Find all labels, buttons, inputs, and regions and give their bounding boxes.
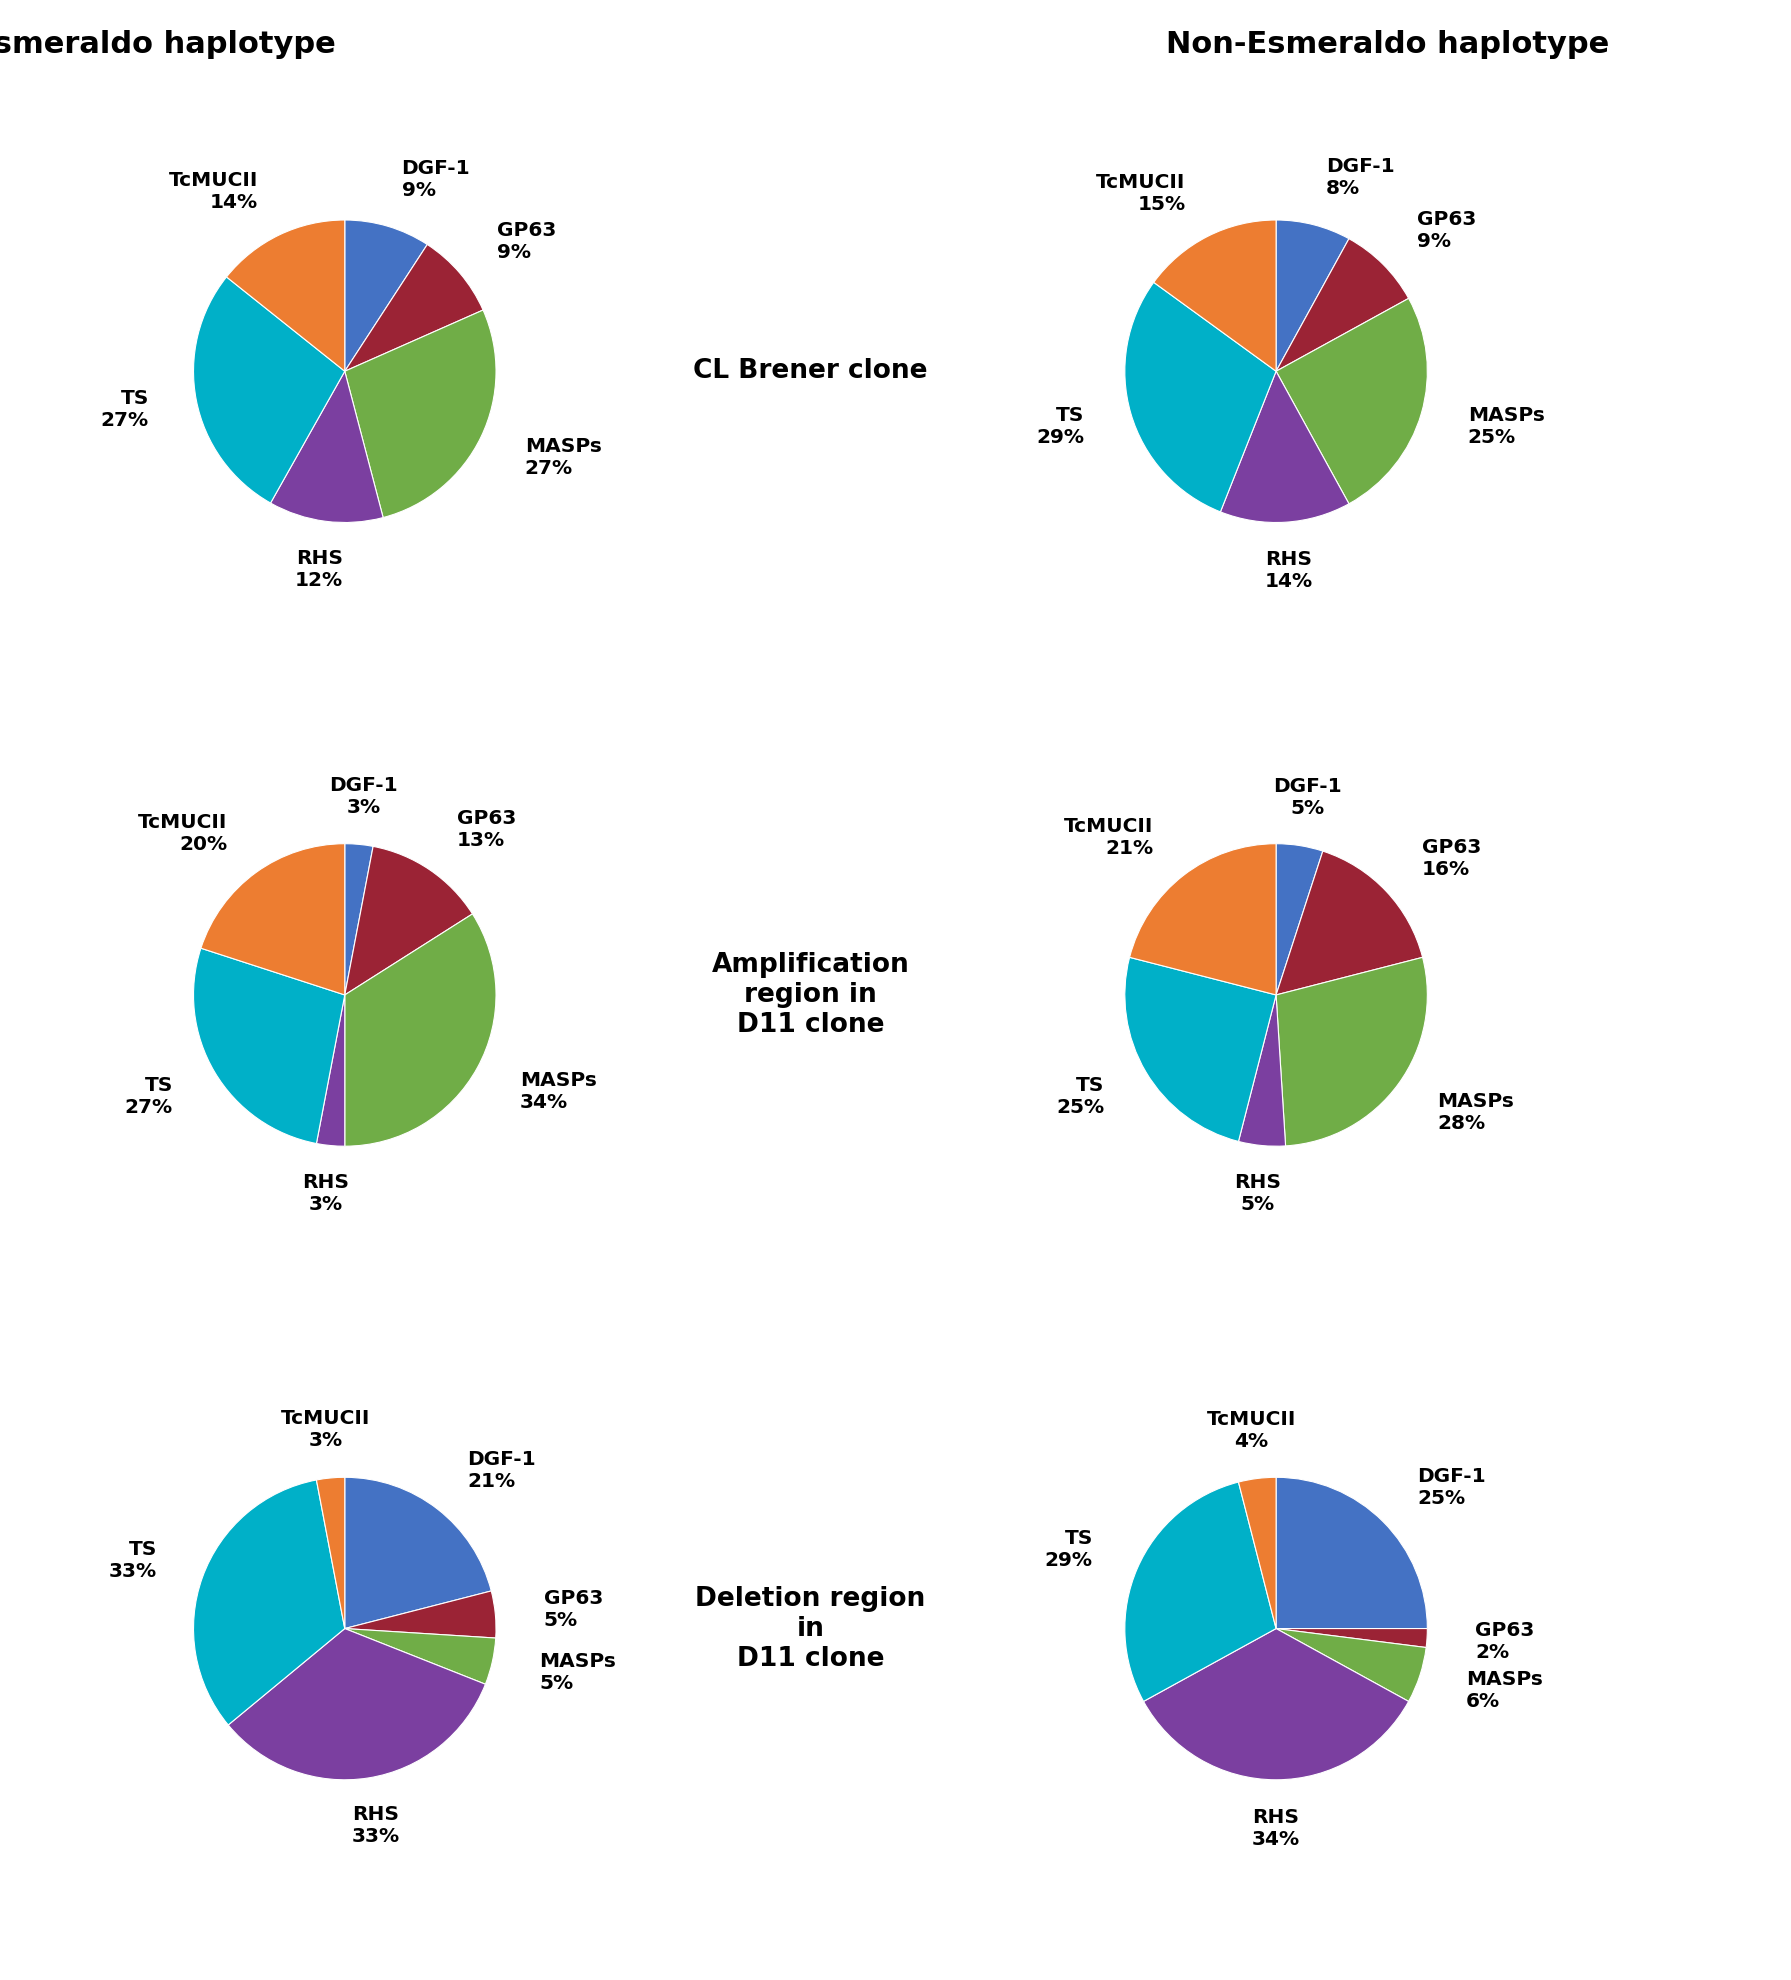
Wedge shape: [344, 244, 484, 372]
Text: Non-Esmeraldo haplotype: Non-Esmeraldo haplotype: [1166, 30, 1610, 59]
Wedge shape: [344, 915, 496, 1146]
Wedge shape: [344, 1477, 491, 1628]
Text: TS
29%: TS 29%: [1037, 406, 1084, 447]
Wedge shape: [1220, 372, 1349, 523]
Text: DGF-1
25%: DGF-1 25%: [1417, 1467, 1487, 1509]
Wedge shape: [1275, 958, 1427, 1146]
Wedge shape: [1125, 1483, 1275, 1701]
Wedge shape: [226, 220, 344, 372]
Wedge shape: [270, 372, 383, 523]
Text: TS
25%: TS 25%: [1057, 1075, 1105, 1117]
Text: TS
27%: TS 27%: [125, 1075, 174, 1117]
Text: GP63
9%: GP63 9%: [496, 222, 557, 261]
Text: TcMUCII
21%: TcMUCII 21%: [1064, 816, 1153, 857]
Text: DGF-1
8%: DGF-1 8%: [1325, 156, 1395, 198]
Text: Amplification
region in
D11 clone: Amplification region in D11 clone: [711, 952, 910, 1038]
Text: RHS
5%: RHS 5%: [1234, 1174, 1281, 1214]
Wedge shape: [1153, 220, 1277, 372]
Text: RHS
12%: RHS 12%: [296, 548, 344, 590]
Wedge shape: [1125, 283, 1275, 513]
Text: GP63
16%: GP63 16%: [1422, 838, 1481, 879]
Text: Deletion region
in
D11 clone: Deletion region in D11 clone: [695, 1586, 926, 1671]
Text: TS
29%: TS 29%: [1044, 1529, 1093, 1570]
Wedge shape: [317, 1477, 346, 1628]
Wedge shape: [344, 845, 473, 994]
Text: GP63
13%: GP63 13%: [457, 810, 516, 849]
Text: TS
27%: TS 27%: [100, 388, 149, 430]
Wedge shape: [1275, 220, 1349, 372]
Text: TcMUCII
3%: TcMUCII 3%: [281, 1410, 371, 1449]
Text: GP63
5%: GP63 5%: [543, 1590, 604, 1630]
Text: RHS
14%: RHS 14%: [1264, 550, 1313, 590]
Text: TcMUCII
20%: TcMUCII 20%: [138, 814, 227, 853]
Wedge shape: [1130, 843, 1275, 994]
Text: TS
33%: TS 33%: [109, 1540, 158, 1582]
Wedge shape: [1275, 299, 1427, 503]
Wedge shape: [1238, 994, 1286, 1146]
Wedge shape: [1275, 843, 1324, 994]
Text: MASPs
34%: MASPs 34%: [519, 1071, 596, 1111]
Text: CL Brener clone: CL Brener clone: [693, 358, 928, 384]
Wedge shape: [1275, 1628, 1426, 1701]
Wedge shape: [1125, 958, 1275, 1140]
Text: MASPs
28%: MASPs 28%: [1438, 1091, 1515, 1133]
Wedge shape: [193, 277, 344, 503]
Wedge shape: [344, 1628, 496, 1685]
Text: TcMUCII
14%: TcMUCII 14%: [168, 170, 258, 212]
Text: RHS
33%: RHS 33%: [353, 1806, 399, 1845]
Wedge shape: [1275, 1628, 1427, 1647]
Wedge shape: [344, 1592, 496, 1637]
Wedge shape: [344, 843, 373, 994]
Wedge shape: [1275, 851, 1422, 994]
Text: GP63
9%: GP63 9%: [1417, 210, 1476, 251]
Text: MASPs
25%: MASPs 25%: [1469, 406, 1544, 447]
Text: RHS
34%: RHS 34%: [1252, 1808, 1300, 1849]
Wedge shape: [1275, 1477, 1427, 1628]
Wedge shape: [317, 994, 344, 1146]
Wedge shape: [344, 311, 496, 517]
Wedge shape: [1238, 1477, 1277, 1628]
Text: DGF-1
9%: DGF-1 9%: [401, 158, 471, 200]
Text: DGF-1
3%: DGF-1 3%: [330, 776, 398, 816]
Wedge shape: [201, 843, 346, 994]
Wedge shape: [344, 220, 428, 372]
Text: Esmeraldo haplotype: Esmeraldo haplotype: [0, 30, 337, 59]
Text: GP63
2%: GP63 2%: [1476, 1620, 1535, 1661]
Text: TcMUCII
15%: TcMUCII 15%: [1096, 172, 1186, 214]
Wedge shape: [193, 948, 344, 1144]
Wedge shape: [1143, 1628, 1410, 1780]
Wedge shape: [227, 1628, 485, 1780]
Text: RHS
3%: RHS 3%: [303, 1174, 349, 1214]
Text: MASPs
6%: MASPs 6%: [1467, 1669, 1542, 1711]
Wedge shape: [193, 1479, 344, 1725]
Text: MASPs
5%: MASPs 5%: [539, 1651, 616, 1693]
Text: TcMUCII
4%: TcMUCII 4%: [1207, 1410, 1295, 1451]
Wedge shape: [1275, 240, 1410, 372]
Text: MASPs
27%: MASPs 27%: [525, 438, 602, 479]
Text: DGF-1
21%: DGF-1 21%: [467, 1449, 536, 1491]
Text: DGF-1
5%: DGF-1 5%: [1273, 778, 1341, 818]
